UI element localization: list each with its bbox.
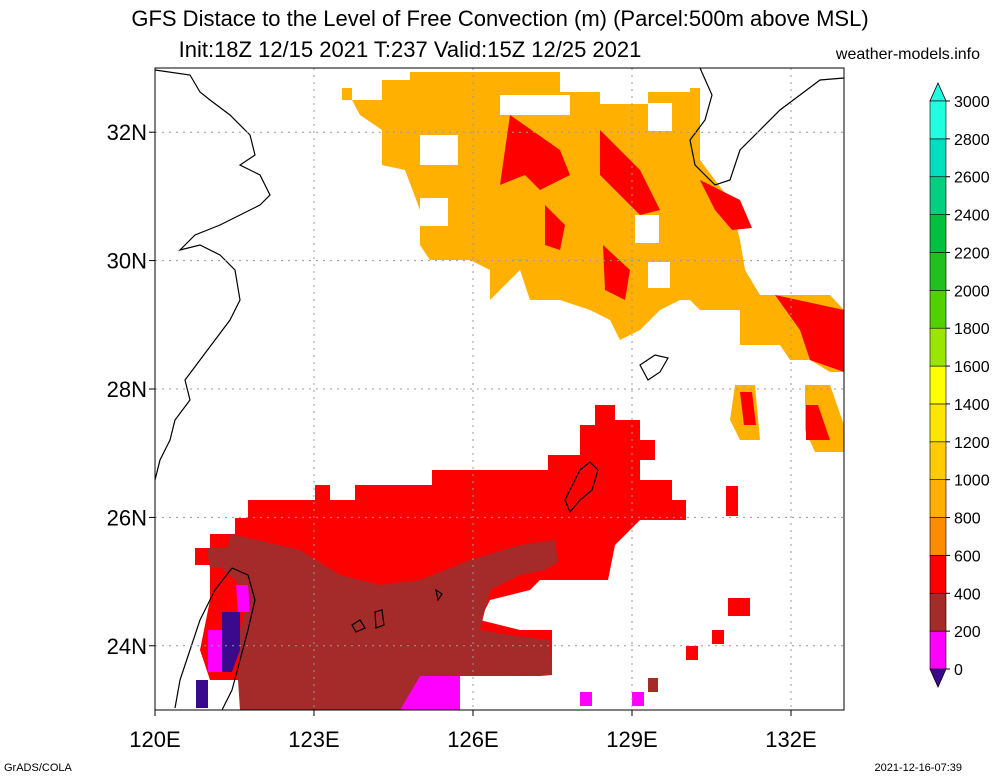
colorbar-label: 1800	[954, 321, 990, 338]
gap	[420, 135, 458, 165]
colorbar-swatch	[929, 403, 947, 443]
field-magenta	[632, 692, 644, 706]
lon-tick-label: 126E	[447, 727, 498, 752]
coastline-amami	[639, 354, 669, 381]
colorbar-label: 2400	[954, 208, 990, 225]
site-name: weather-models.info	[835, 46, 980, 63]
colorbar-swatch	[929, 252, 947, 291]
field-red-north	[500, 115, 570, 190]
colorbar-swatch	[929, 517, 947, 556]
colorbar-swatch	[929, 138, 947, 178]
field-red-north	[700, 180, 752, 230]
grid	[155, 68, 844, 710]
colorbar-swatch	[929, 100, 947, 140]
colorbar-label: 2200	[954, 245, 990, 262]
coastline-china	[155, 69, 271, 481]
colorbar-swatch	[929, 327, 947, 367]
lat-tick-label: 26N	[107, 505, 147, 530]
gap	[648, 103, 672, 131]
field-magenta	[236, 585, 250, 612]
axes: 120E 123E 126E 129E 132E 24N 26N 28N 30N 32N	[107, 120, 817, 752]
lat-tick-label: 30N	[107, 249, 147, 274]
colorbar-label: 2800	[954, 132, 990, 149]
colorbar-swatch	[929, 630, 947, 670]
field-red-north	[775, 295, 844, 372]
field-magenta	[400, 676, 460, 710]
gap	[635, 215, 659, 243]
field-red-north	[545, 205, 565, 250]
colorbar-swatch	[929, 555, 947, 594]
colorbar-label: 2600	[954, 170, 990, 187]
colorbar-swatch	[929, 290, 947, 329]
lon-tick-label: 132E	[765, 727, 816, 752]
coastline-kyushu	[689, 68, 844, 186]
colorbar-swatch	[929, 214, 947, 253]
chart-title: GFS Distace to the Level of Free Convect…	[131, 6, 869, 31]
colorbar-swatch	[929, 176, 947, 215]
gap	[500, 95, 570, 115]
colorbar-label: 1600	[954, 359, 990, 376]
field-magenta	[580, 692, 592, 706]
coastlines	[155, 68, 844, 710]
timestamp-label: 2021-12-16-07:39	[874, 762, 962, 774]
coastline-taiwan	[174, 567, 256, 710]
lon-tick-label: 120E	[129, 727, 180, 752]
field-purple	[222, 612, 240, 672]
field-red-east	[806, 405, 830, 440]
colorbar-arrow-high	[929, 82, 947, 102]
lon-tick-label: 129E	[606, 727, 657, 752]
colorbar-label: 1400	[954, 397, 990, 414]
colorbar-label: 0	[954, 662, 963, 679]
field-red-north	[600, 130, 660, 215]
field-red-north	[603, 245, 630, 300]
field-purple	[196, 680, 208, 708]
field-brown-small	[648, 678, 658, 692]
field-red-square	[728, 598, 750, 616]
shaded-field	[195, 72, 844, 710]
gap	[420, 198, 448, 226]
colorbar-arrow-low	[929, 668, 947, 688]
lon-tick-label: 123E	[288, 727, 339, 752]
colorbar-label: 800	[954, 511, 981, 528]
colorbar-label: 3000	[954, 94, 990, 111]
field-red-square	[726, 486, 738, 516]
gap	[648, 262, 670, 288]
field-red-east	[740, 392, 756, 425]
field-orange-north	[342, 72, 844, 372]
colorbar-label: 1000	[954, 473, 990, 490]
coastline-islands	[351, 588, 443, 633]
coastline-ryukyu	[564, 461, 599, 514]
lat-tick-label: 24N	[107, 634, 147, 659]
colorbar-swatch	[929, 365, 947, 405]
colorbar: 0 200 400 600 800 1000 1200 1400 1600 1800 2000 220…	[929, 82, 990, 688]
field-red-square	[686, 646, 698, 660]
field-magenta	[208, 630, 222, 672]
colorbar-label: 600	[954, 548, 981, 565]
colorbar-label: 1200	[954, 435, 990, 452]
software-label: GrADS/COLA	[4, 762, 72, 774]
colorbar-label: 200	[954, 624, 981, 641]
colorbar-swatch	[929, 592, 947, 632]
colorbar-swatch	[929, 479, 947, 518]
field-red-square	[712, 630, 724, 644]
chart-subtitle: Init:18Z 12/15 2021 T:237 Valid:15Z 12/2…	[178, 37, 642, 62]
lat-tick-label: 32N	[107, 120, 147, 145]
colorbar-label: 400	[954, 586, 981, 603]
lat-tick-label: 28N	[107, 377, 147, 402]
colorbar-label: 2000	[954, 283, 990, 300]
colorbar-swatch	[929, 441, 947, 480]
